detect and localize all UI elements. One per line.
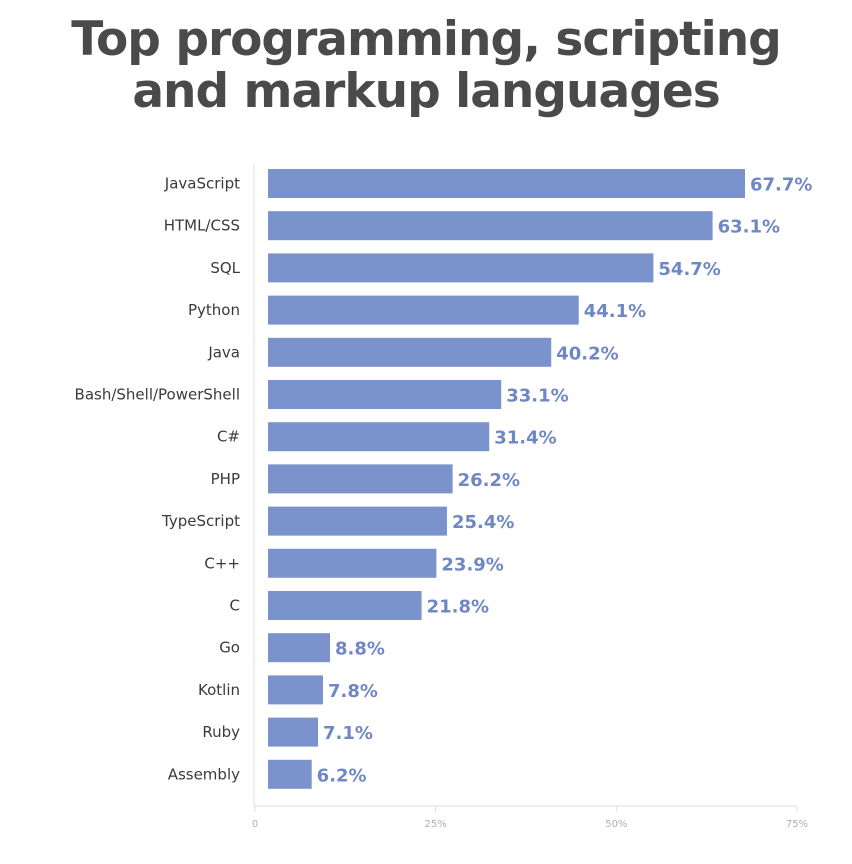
- value-label: 23.9%: [441, 554, 503, 575]
- category-label: Go: [219, 639, 240, 657]
- bar: [268, 759, 312, 789]
- value-label: 44.1%: [584, 301, 646, 322]
- value-label: 40.2%: [556, 343, 618, 364]
- x-tick-label: 25%: [425, 819, 447, 830]
- category-label: HTML/CSS: [164, 217, 240, 235]
- bar: [268, 717, 319, 747]
- category-label: C#: [217, 428, 240, 446]
- bar: [268, 675, 323, 705]
- value-label: 8.8%: [335, 639, 385, 660]
- category-label: Bash/Shell/PowerShell: [75, 386, 240, 404]
- value-label: 25.4%: [452, 512, 514, 533]
- bar: [268, 633, 331, 663]
- x-tick-label: 50%: [605, 819, 627, 830]
- category-label: C++: [204, 554, 240, 572]
- value-label: 31.4%: [494, 428, 556, 449]
- value-label: 6.2%: [317, 765, 367, 786]
- bar: [268, 506, 447, 536]
- bar: [268, 295, 579, 325]
- x-tick-label: 0: [252, 819, 258, 830]
- value-label: 7.1%: [323, 723, 373, 744]
- value-label: 21.8%: [427, 597, 489, 618]
- category-label: C: [230, 597, 240, 615]
- bar: [268, 211, 713, 241]
- value-label: 67.7%: [750, 175, 812, 196]
- category-label: Python: [188, 301, 240, 319]
- bar: [268, 337, 552, 367]
- value-label: 7.8%: [328, 681, 378, 702]
- category-label: TypeScript: [161, 512, 240, 530]
- category-label: SQL: [210, 259, 240, 277]
- category-label: Assembly: [168, 765, 240, 783]
- chart-title-line-1: Top programming, scripting: [71, 12, 782, 67]
- bar: [268, 464, 453, 494]
- category-label: Kotlin: [198, 681, 240, 699]
- chart-title-line-2: and markup languages: [132, 64, 720, 119]
- category-label: PHP: [211, 470, 240, 488]
- category-label: Java: [207, 343, 240, 361]
- value-label: 54.7%: [658, 259, 720, 280]
- bar: [268, 591, 422, 620]
- x-tick-label: 75%: [786, 819, 808, 830]
- bar: [268, 253, 654, 283]
- value-label: 33.1%: [506, 386, 568, 407]
- bar: [268, 422, 490, 452]
- bar: [268, 548, 437, 578]
- category-label: JavaScript: [164, 175, 240, 193]
- value-label: 26.2%: [458, 470, 520, 491]
- chart-title: Top programming, scripting and markup la…: [0, 14, 852, 118]
- value-label: 63.1%: [718, 217, 780, 238]
- category-label: Ruby: [202, 723, 240, 741]
- bar: [268, 380, 502, 409]
- bar: [268, 169, 745, 198]
